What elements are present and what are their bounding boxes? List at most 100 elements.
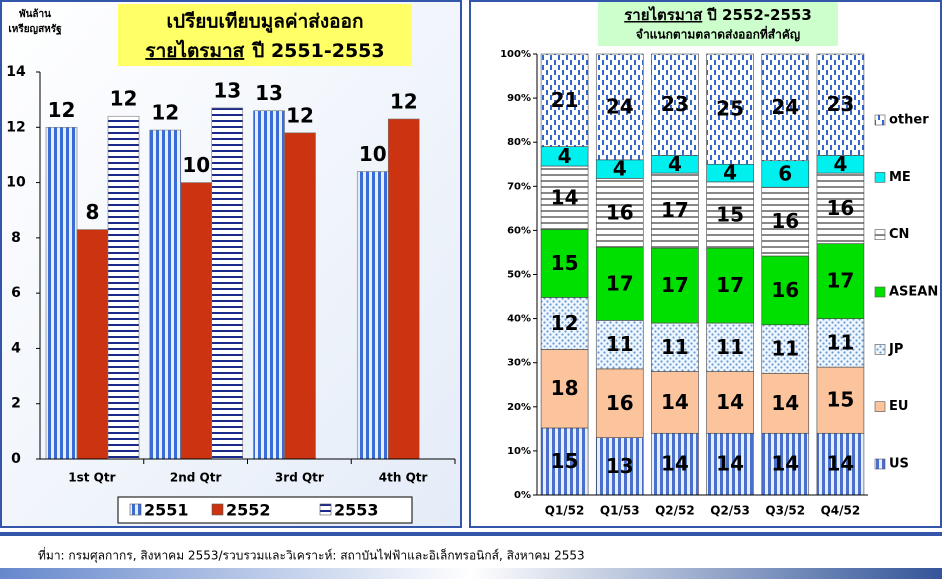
bar-segment bbox=[816, 432, 865, 496]
data-label: 13 bbox=[213, 78, 241, 102]
data-label: 17 bbox=[661, 198, 689, 222]
bar-segment bbox=[706, 247, 754, 324]
data-label: 11 bbox=[606, 332, 634, 356]
legend-box bbox=[117, 496, 413, 524]
bar-segment bbox=[761, 160, 810, 188]
x-tick-label: Q1/52 bbox=[545, 504, 585, 518]
bar-segment bbox=[706, 181, 754, 249]
title-rest: ปี 2552-2553 bbox=[706, 6, 811, 24]
data-label: 16 bbox=[606, 200, 634, 224]
title-box bbox=[118, 4, 412, 66]
data-label: 6 bbox=[778, 161, 792, 185]
legend-swatch bbox=[874, 286, 886, 298]
bar-segment bbox=[651, 322, 699, 372]
y-axis-label: พันล้าน bbox=[19, 8, 51, 20]
data-label: 18 bbox=[551, 376, 579, 400]
source-note: ที่มา: กรมศุลกากร, สิงหาคม 2553/รวบรวมแล… bbox=[38, 547, 585, 564]
data-label: 23 bbox=[826, 92, 854, 116]
data-label: 12 bbox=[48, 98, 76, 122]
y-tick-label: 10% bbox=[507, 446, 531, 457]
data-label: 11 bbox=[661, 335, 689, 359]
data-label: 10 bbox=[359, 142, 387, 166]
data-label: 17 bbox=[716, 273, 744, 297]
data-label: 25 bbox=[716, 97, 744, 121]
legend-swatch bbox=[319, 503, 332, 516]
bar-segment bbox=[595, 53, 644, 161]
y-tick-label: 90% bbox=[507, 93, 531, 104]
bar-segment bbox=[816, 53, 865, 156]
bar-segment bbox=[651, 371, 699, 434]
x-tick-label: Q2/52 bbox=[655, 504, 695, 518]
y-tick-label: 30% bbox=[507, 358, 531, 369]
data-label: 16 bbox=[771, 278, 799, 302]
x-tick-label: Q4/52 bbox=[821, 504, 861, 518]
data-label: 15 bbox=[551, 251, 579, 275]
bar bbox=[180, 182, 213, 460]
x-tick-label: 1st Qtr bbox=[68, 471, 115, 485]
y-tick-label: 80% bbox=[507, 137, 531, 148]
data-label: 11 bbox=[826, 330, 854, 354]
data-label: 4 bbox=[833, 152, 847, 176]
data-label: 17 bbox=[606, 271, 634, 295]
data-label: 14 bbox=[716, 452, 744, 476]
y-tick-label: 10 bbox=[6, 175, 26, 191]
data-label: 4 bbox=[668, 152, 682, 176]
bar-segment bbox=[595, 178, 644, 248]
data-label: 13 bbox=[255, 81, 283, 105]
legend-label: EU bbox=[889, 399, 908, 414]
data-label: 4 bbox=[613, 157, 627, 181]
legend-swatch bbox=[874, 401, 886, 412]
y-tick-label: 40% bbox=[507, 314, 531, 325]
y-tick-label: 70% bbox=[507, 181, 531, 192]
data-label: 21 bbox=[551, 88, 579, 112]
y-axis-label: เหรียญสหรัฐ bbox=[8, 23, 62, 35]
data-label: 12 bbox=[551, 311, 579, 335]
bar bbox=[211, 107, 244, 460]
x-tick-label: Q2/53 bbox=[710, 504, 750, 518]
legend-label: JP bbox=[888, 342, 903, 357]
data-label: 14 bbox=[551, 185, 579, 209]
bar-segment bbox=[651, 432, 699, 496]
bar bbox=[149, 129, 182, 460]
chart-title: รายไตรมาส ปี 2552-2553 bbox=[624, 5, 812, 24]
bar-segment bbox=[540, 229, 589, 298]
y-tick-label: 2 bbox=[11, 396, 21, 412]
bar-segment bbox=[651, 53, 699, 156]
bar-segment bbox=[595, 320, 644, 370]
y-tick-label: 14 bbox=[6, 64, 26, 80]
data-label: 14 bbox=[716, 390, 744, 414]
y-tick-label: 0% bbox=[514, 490, 531, 501]
chart-subtitle: จำแนกตามตลาดส่งออกที่สำคัญ bbox=[636, 26, 800, 42]
legend-label: 2553 bbox=[334, 501, 379, 520]
footer-band bbox=[0, 568, 942, 579]
title-rest: ปี 2551-2553 bbox=[251, 40, 384, 62]
y-tick-label: 4 bbox=[11, 340, 21, 356]
right-panel bbox=[469, 0, 942, 528]
y-tick-label: 100% bbox=[500, 49, 531, 60]
bar bbox=[253, 110, 285, 460]
data-label: 11 bbox=[716, 335, 744, 359]
legend-swatch bbox=[129, 503, 142, 516]
bar-segment bbox=[816, 172, 865, 244]
bar bbox=[76, 229, 109, 460]
x-tick-label: Q3/52 bbox=[765, 504, 805, 518]
chart-title: รายไตรมาส ปี 2551-2553 bbox=[145, 39, 384, 62]
data-label: 16 bbox=[771, 209, 799, 233]
chart-title: เปรียบเทียบมูลค่าส่งออก bbox=[167, 11, 364, 34]
y-tick-label: 6 bbox=[11, 285, 21, 301]
data-label: 17 bbox=[661, 273, 689, 297]
legend-swatch bbox=[874, 114, 886, 126]
data-label: 12 bbox=[110, 87, 138, 111]
x-tick-label: Q1/53 bbox=[600, 504, 640, 518]
bar-segment bbox=[761, 53, 810, 162]
y-tick-label: 8 bbox=[11, 230, 21, 246]
data-label: 11 bbox=[771, 337, 799, 361]
data-label: 10 bbox=[182, 153, 210, 177]
bar-segment bbox=[540, 349, 589, 429]
x-tick-label: 2nd Qtr bbox=[170, 471, 222, 485]
data-label: 14 bbox=[661, 452, 689, 476]
legend-swatch bbox=[874, 172, 886, 183]
data-label: 13 bbox=[606, 454, 634, 478]
title-box bbox=[598, 2, 838, 46]
